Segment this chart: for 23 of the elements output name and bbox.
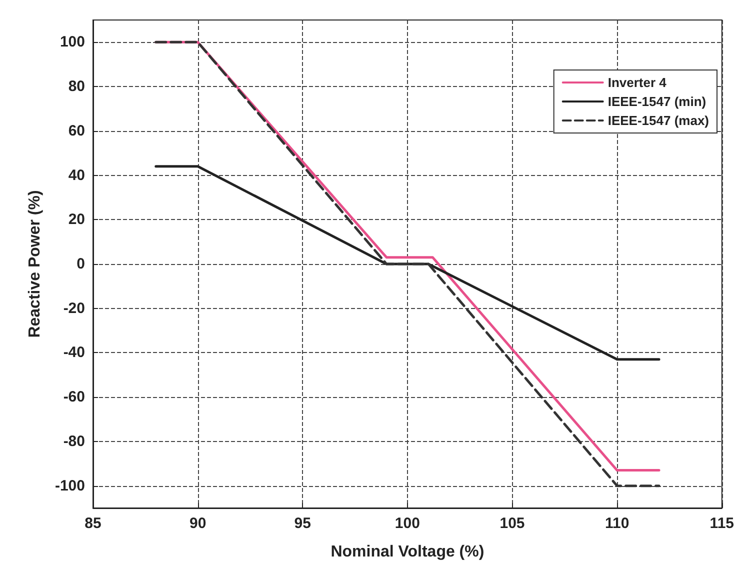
x-tick-label: 95 [294, 515, 311, 532]
y-tick-label: 40 [68, 166, 85, 184]
y-tick-label: -20 [63, 300, 85, 317]
x-tick-label: 110 [604, 515, 630, 532]
y-tick-label: 60 [68, 122, 85, 140]
y-tick-label: 20 [68, 211, 85, 228]
legend-label: Inverter 4 [608, 75, 668, 90]
legend-label: IEEE-1547 (min) [608, 94, 706, 109]
x-tick-label: 90 [189, 515, 206, 532]
y-axis-title: Reactive Power (%) [26, 190, 44, 338]
x-tick-label: 85 [84, 515, 102, 532]
y-tick-label: 0 [76, 256, 85, 272]
y-tick-label: -40 [63, 344, 85, 362]
y-tick-label: 80 [68, 78, 85, 96]
y-tick-label: -100 [54, 477, 85, 494]
y-tick-label: -80 [63, 432, 85, 450]
x-tick-label: 100 [394, 515, 420, 532]
x-axis-title: Nominal Voltage (%) [330, 544, 484, 560]
legend-label: IEEE-1547 (max) [608, 113, 710, 128]
y-tick-label: -60 [63, 388, 85, 406]
y-tick-label: 100 [60, 34, 85, 51]
x-tick-label: 115 [710, 515, 734, 532]
x-tick-label: 105 [500, 515, 525, 532]
